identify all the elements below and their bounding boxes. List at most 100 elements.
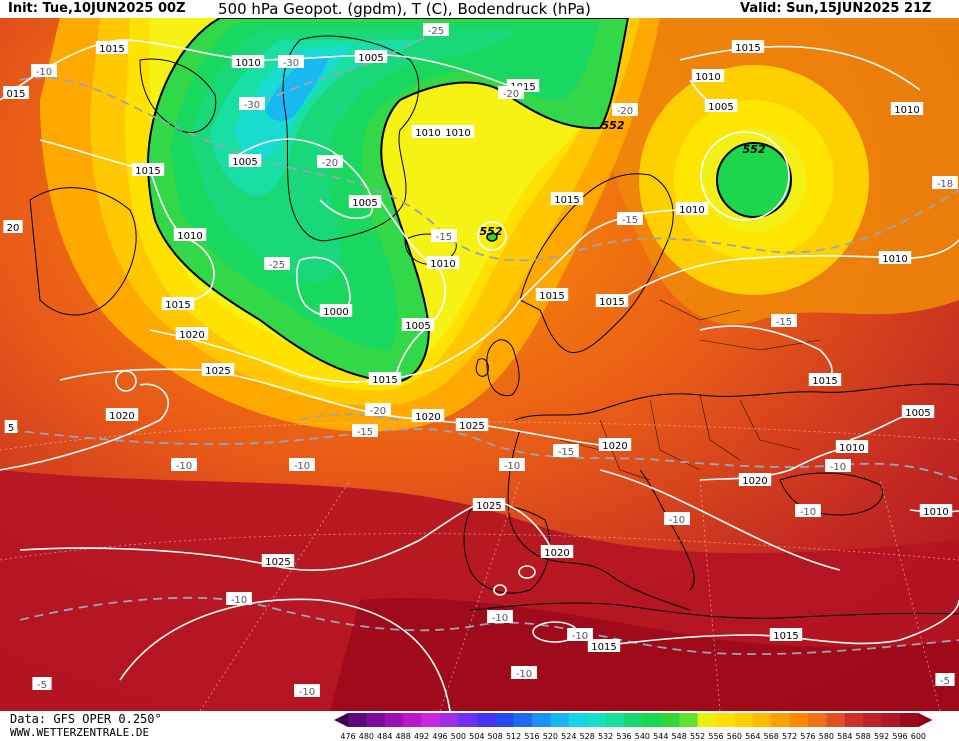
- temperature-label-text: -10: [492, 613, 508, 624]
- temperature-label: -5: [32, 677, 52, 691]
- isobar-label: 1005: [704, 99, 738, 113]
- legend-label: 488: [396, 732, 411, 741]
- isobar-label: 1015: [550, 192, 584, 206]
- isobar-label-text: 1010: [882, 254, 907, 265]
- legend-label: 552: [690, 732, 705, 741]
- isobar-label-text: 1025: [265, 557, 290, 568]
- temperature-label: -15: [553, 444, 579, 458]
- temperature-label: -20: [612, 103, 638, 117]
- legend-swatch: [495, 713, 515, 727]
- isobar-label-text: 5: [8, 423, 14, 434]
- isobar-label-text: 1025: [459, 421, 484, 432]
- isobar-label: 1020: [598, 438, 632, 452]
- isobar-label-text: 1005: [352, 198, 377, 209]
- isobar-label-text: 1005: [405, 321, 430, 332]
- height-labels: 552 552 552: [480, 119, 766, 238]
- isobar-label-text: 1005: [708, 102, 733, 113]
- color-legend: 476 480 484 488 492 496 500 504 508 512 516 520 524 5…: [334, 713, 933, 741]
- legend-label: 540: [635, 732, 650, 741]
- legend-swatches: [334, 713, 933, 727]
- isobar-label-text: 1015: [554, 195, 579, 206]
- legend-swatch: [716, 713, 735, 727]
- isobar-label: 1000: [319, 304, 353, 318]
- isobar-label-text: 1015: [99, 44, 124, 55]
- temperature-label: -30: [239, 97, 265, 111]
- isobar-label: 1010: [890, 102, 924, 116]
- temperature-label-text: -10: [176, 461, 192, 472]
- isobar-label-text: 1005: [358, 53, 383, 64]
- temperature-label: -18: [932, 176, 958, 190]
- temperature-label: -20: [365, 403, 391, 417]
- header: Init: Tue,10JUN2025 00Z 500 hPa Geopot. …: [0, 0, 959, 18]
- isobar-label: 1015: [587, 639, 621, 653]
- legend-label: 508: [488, 732, 503, 741]
- legend-swatch: [697, 713, 717, 727]
- isobar-label: 1015: [161, 297, 195, 311]
- isobar-labels: 1015 1010 1005 1015 1010 1010 1015 1010 1005 1010…: [3, 40, 953, 653]
- isobar-label: 1005: [901, 405, 935, 419]
- isobar-label: 1010: [835, 440, 869, 454]
- legend-label: 520: [543, 732, 558, 741]
- isobar-label-text: 1010: [177, 231, 202, 242]
- legend-label: 572: [782, 732, 797, 741]
- isobar-label-text: 1010: [445, 128, 470, 139]
- isobar-label: 1010: [441, 125, 475, 139]
- legend-swatch: [660, 713, 680, 727]
- legend-swatch: [863, 713, 883, 727]
- temperature-label-text: -5: [37, 680, 47, 691]
- legend-swatch: [881, 713, 901, 727]
- temperature-label: -10: [664, 512, 690, 526]
- legend-labels: 476 480 484 488 492 496 500 504 508 512 516 520 524 5…: [340, 732, 926, 741]
- isobar-label-text: 1020: [109, 411, 134, 422]
- legend-swatch: [458, 713, 478, 727]
- legend-arrow-left: [334, 713, 348, 727]
- legend-label: 568: [764, 732, 779, 741]
- isobar-label-text: 20: [7, 223, 20, 234]
- map-title: 500 hPa Geopot. (gpdm), T (C), Bodendruc…: [218, 0, 591, 18]
- legend-swatch: [568, 713, 588, 727]
- valid-time: Valid: Sun,15JUN2025 21Z: [740, 1, 932, 16]
- temperature-label: -15: [617, 212, 643, 226]
- website-link[interactable]: WWW.WETTERZENTRALE.DE: [10, 726, 150, 739]
- isobar-label: 1010: [426, 256, 460, 270]
- isobar-label: 1010: [675, 202, 709, 216]
- legend-arrow-right: [918, 713, 933, 727]
- isobar-label-text: 1010: [415, 128, 440, 139]
- temperature-labels: -25 -10 -30 -30 -20 -20 -20 -15 -15 -25 -18 -15 -20 -…: [31, 23, 958, 698]
- isobar-label: 5: [4, 420, 18, 434]
- weather-map: 1015 1010 1005 1015 1010 1010 1015 1010 1005 1010…: [0, 18, 959, 711]
- isobar-label: 1010: [173, 228, 207, 242]
- legend-label: 544: [653, 732, 668, 741]
- legend-label: 576: [800, 732, 815, 741]
- legend-swatch: [476, 713, 496, 727]
- height-contour-label: 552: [602, 119, 625, 132]
- temperature-label-text: -10: [800, 507, 816, 518]
- isobar-label: 1005: [228, 154, 262, 168]
- isobar-label-text: 1010: [894, 105, 919, 116]
- temperature-label: -10: [511, 666, 537, 680]
- isobar-label-text: 1005: [905, 408, 930, 419]
- isobar-label: 20: [3, 220, 23, 234]
- temperature-label-text: -25: [269, 260, 285, 271]
- legend-label: 592: [874, 732, 889, 741]
- legend-label: 600: [911, 732, 926, 741]
- temperature-label-text: -20: [370, 406, 386, 417]
- legend-label: 532: [598, 732, 613, 741]
- temperature-label-text: -18: [937, 179, 953, 190]
- isobar-label-text: 1015: [591, 642, 616, 653]
- legend-label: 596: [892, 732, 907, 741]
- isobar-label-text: 1020: [544, 548, 569, 559]
- isobar-label-text: 1025: [476, 501, 501, 512]
- isobar-label: 1020: [105, 408, 139, 422]
- temperature-label: -20: [317, 155, 343, 169]
- legend-swatch: [403, 713, 423, 727]
- isobar-label: 1010: [878, 251, 912, 265]
- legend-label: 528: [580, 732, 595, 741]
- isobar-label: 1015: [595, 294, 629, 308]
- legend-label: 524: [561, 732, 576, 741]
- temperature-label-text: -15: [558, 447, 574, 458]
- isobar-label: 1005: [354, 50, 388, 64]
- temperature-label-text: -20: [503, 89, 519, 100]
- isobar-label-text: 1015: [372, 375, 397, 386]
- temperature-label: -10: [487, 610, 513, 624]
